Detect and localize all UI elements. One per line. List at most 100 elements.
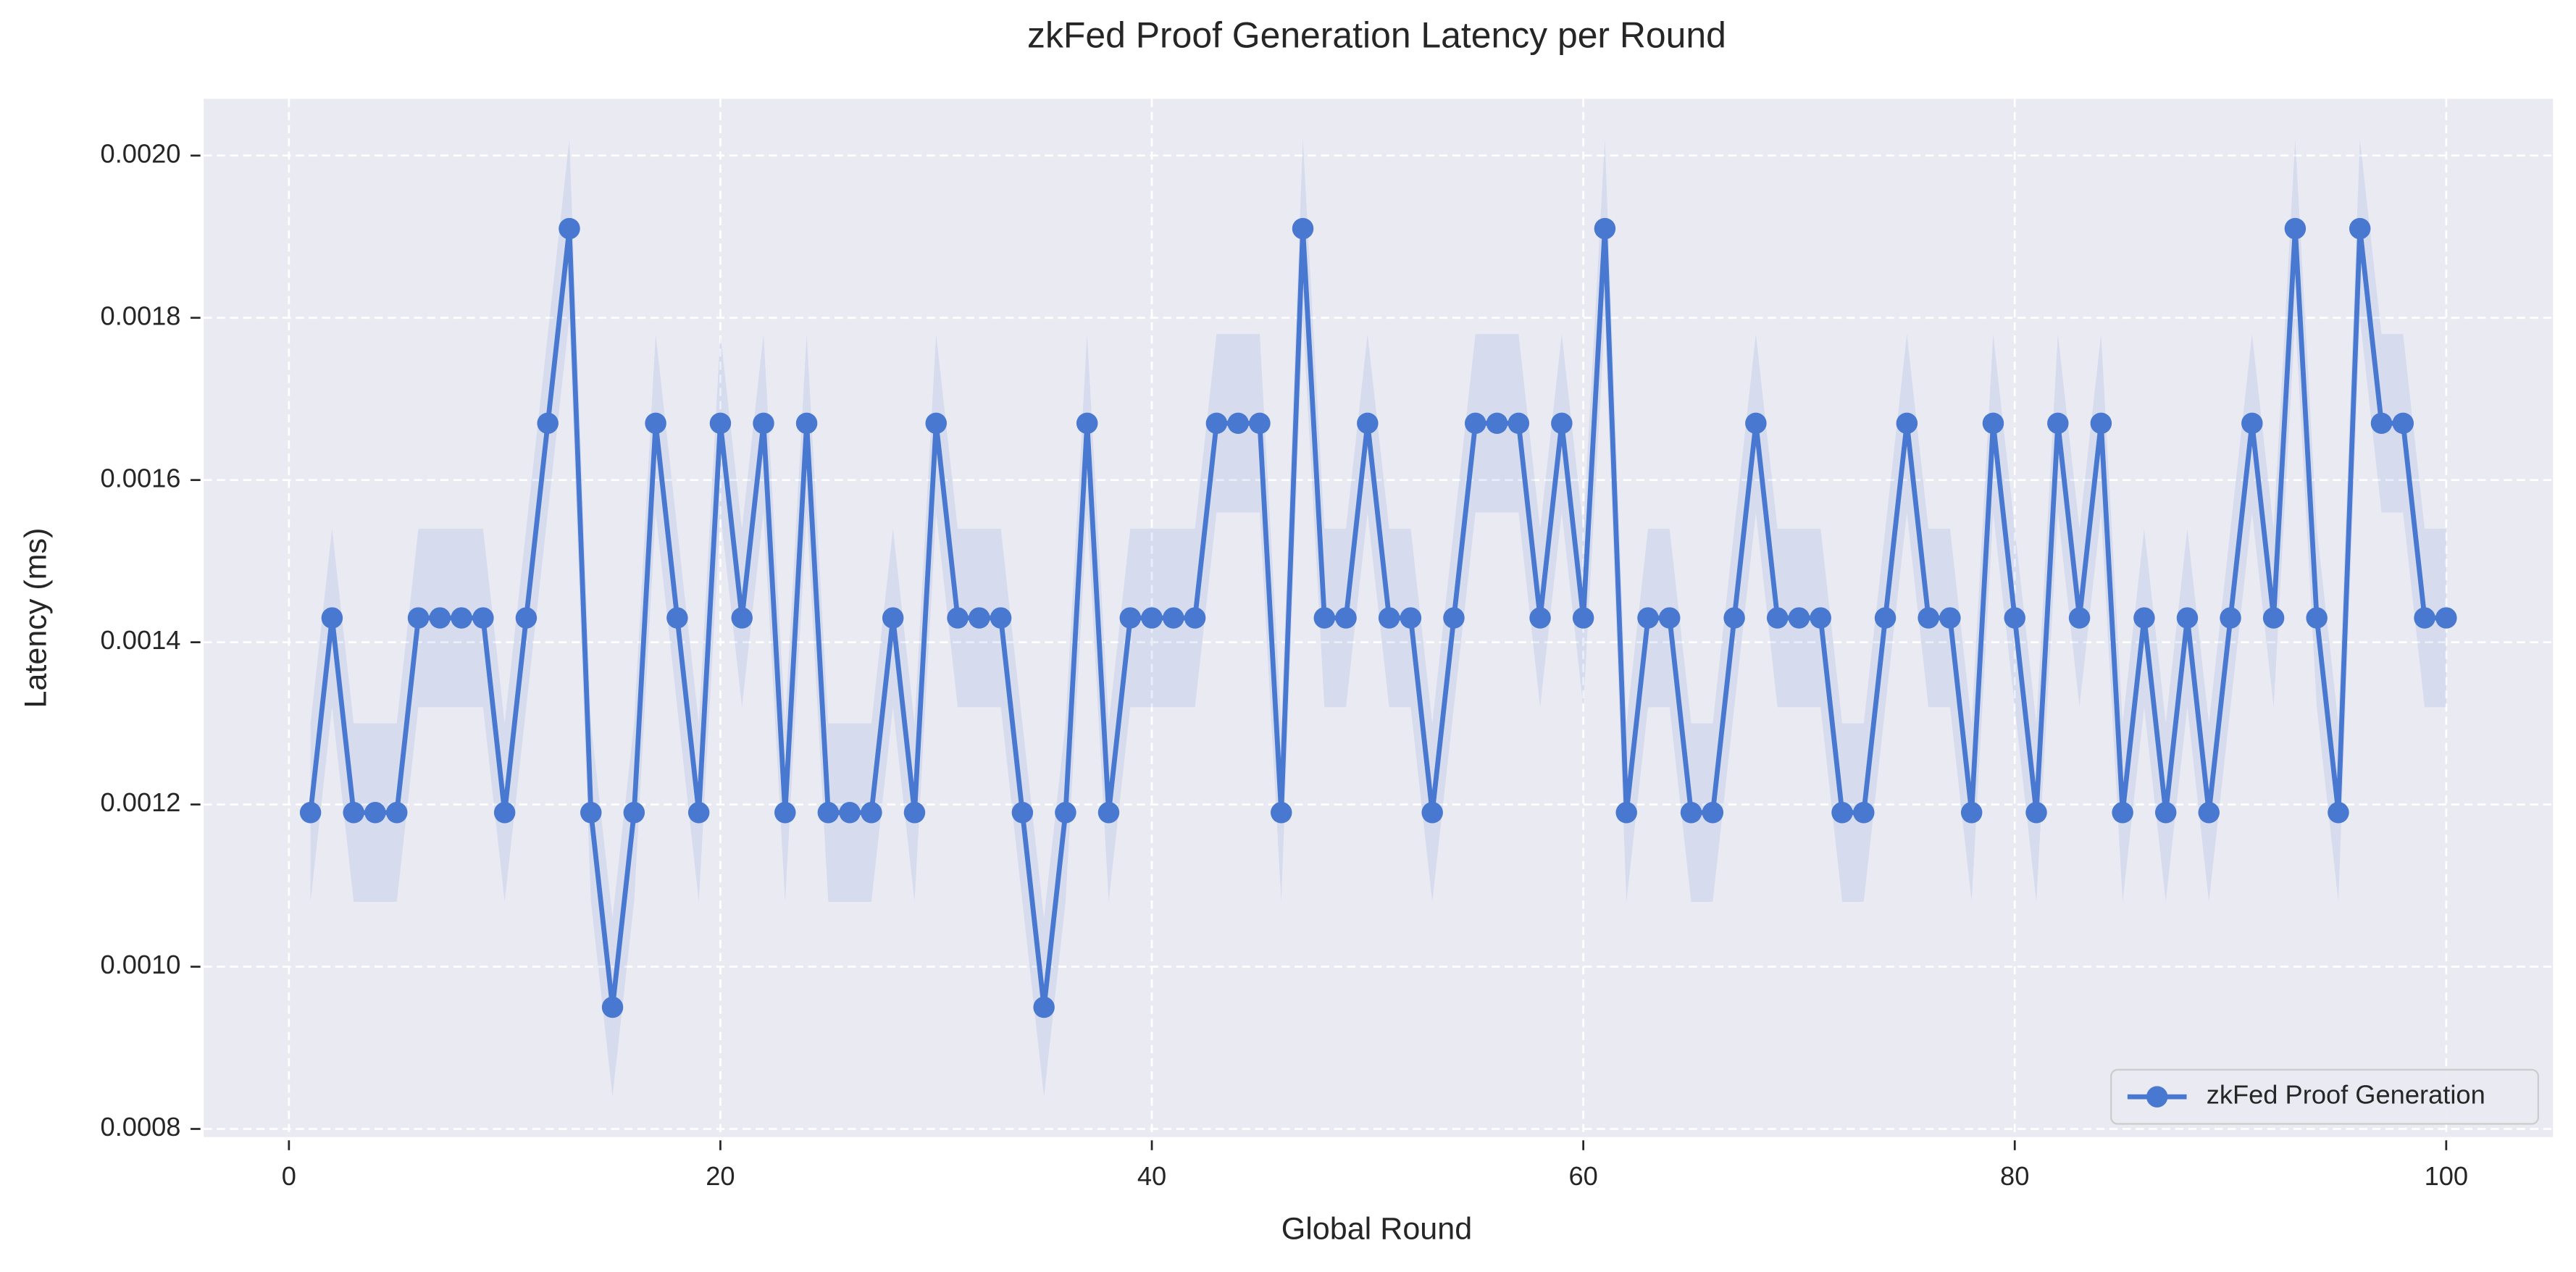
marker <box>2328 802 2349 824</box>
marker <box>1810 607 1831 629</box>
marker <box>1443 607 1465 629</box>
marker <box>1205 412 1228 435</box>
y-tick-label: 0.0012 <box>101 787 181 817</box>
marker <box>1486 412 1508 435</box>
legend-box <box>2110 1068 2539 1125</box>
marker <box>666 607 688 629</box>
marker <box>1659 607 1681 629</box>
y-axis-label: Latency (ms) <box>19 528 54 708</box>
marker <box>1097 802 1120 824</box>
marker <box>1421 802 1443 824</box>
x-tick-label: 60 <box>1568 1161 1597 1191</box>
marker <box>1357 412 1379 435</box>
marker <box>429 607 451 629</box>
marker <box>343 802 364 824</box>
x-tick-label: 40 <box>1137 1161 1166 1191</box>
marker <box>1594 217 1616 240</box>
marker <box>2435 607 2457 629</box>
marker <box>774 802 796 824</box>
marker <box>1163 607 1184 629</box>
y-tick-label: 0.0008 <box>101 1112 181 1142</box>
marker <box>623 802 645 824</box>
x-axis-label: Global Round <box>1281 1211 1472 1246</box>
marker <box>687 802 710 824</box>
marker <box>2047 412 2069 435</box>
marker <box>2154 802 2177 824</box>
marker <box>1141 607 1163 629</box>
marker <box>407 607 430 629</box>
marker <box>645 412 666 435</box>
marker <box>1831 802 1853 824</box>
marker <box>1766 607 1789 629</box>
marker <box>1788 607 1810 629</box>
marker <box>1270 802 1292 824</box>
x-tick-label: 100 <box>2425 1161 2469 1191</box>
marker <box>2112 802 2133 824</box>
marker <box>1292 217 1314 240</box>
marker <box>1335 607 1357 629</box>
y-tick-label: 0.0010 <box>101 950 181 979</box>
marker <box>493 802 516 824</box>
marker <box>580 802 602 824</box>
marker <box>1055 802 1076 824</box>
marker <box>1615 802 1637 824</box>
marker <box>1745 412 1767 435</box>
legend-marker <box>2146 1086 2168 1108</box>
marker <box>515 607 538 629</box>
marker <box>2284 217 2307 240</box>
marker <box>969 607 990 629</box>
marker <box>947 607 969 629</box>
marker <box>1551 412 1573 435</box>
marker <box>1918 607 1939 629</box>
marker <box>386 802 408 824</box>
marker <box>753 412 774 435</box>
marker <box>559 217 580 240</box>
marker <box>2262 607 2285 629</box>
marker <box>1896 412 1918 435</box>
marker <box>1723 607 1745 629</box>
marker <box>2068 607 2091 629</box>
marker <box>1529 607 1551 629</box>
marker <box>472 607 494 629</box>
marker <box>1874 607 1897 629</box>
marker <box>2306 607 2328 629</box>
marker <box>731 607 753 629</box>
marker <box>364 802 386 824</box>
x-tick-label: 80 <box>2000 1161 2029 1191</box>
marker <box>1680 802 1702 824</box>
marker <box>925 412 947 435</box>
marker <box>2133 607 2155 629</box>
marker <box>1637 607 1659 629</box>
marker <box>903 802 926 824</box>
marker <box>2370 412 2393 435</box>
marker <box>1378 607 1400 629</box>
marker <box>795 412 818 435</box>
chart-title: zkFed Proof Generation Latency per Round <box>1027 15 1726 56</box>
marker <box>1076 412 1098 435</box>
marker <box>817 802 840 824</box>
marker <box>1702 802 1724 824</box>
y-tick-label: 0.0020 <box>101 138 181 168</box>
marker <box>1119 607 1142 629</box>
marker <box>1465 412 1486 435</box>
x-tick-label: 0 <box>282 1161 296 1191</box>
marker <box>1184 607 1206 629</box>
marker <box>537 412 559 435</box>
marker <box>2090 412 2112 435</box>
error-band <box>310 139 2446 1097</box>
marker <box>1033 996 1055 1018</box>
marker <box>1507 412 1530 435</box>
marker <box>321 607 343 629</box>
marker <box>1313 607 1336 629</box>
marker <box>1400 607 1422 629</box>
y-tick-label: 0.0016 <box>101 463 181 493</box>
marker <box>1011 802 1034 824</box>
marker <box>861 802 882 824</box>
marker <box>2414 607 2435 629</box>
marker <box>839 802 861 824</box>
marker <box>709 412 732 435</box>
marker <box>2025 802 2047 824</box>
marker <box>1939 607 1961 629</box>
